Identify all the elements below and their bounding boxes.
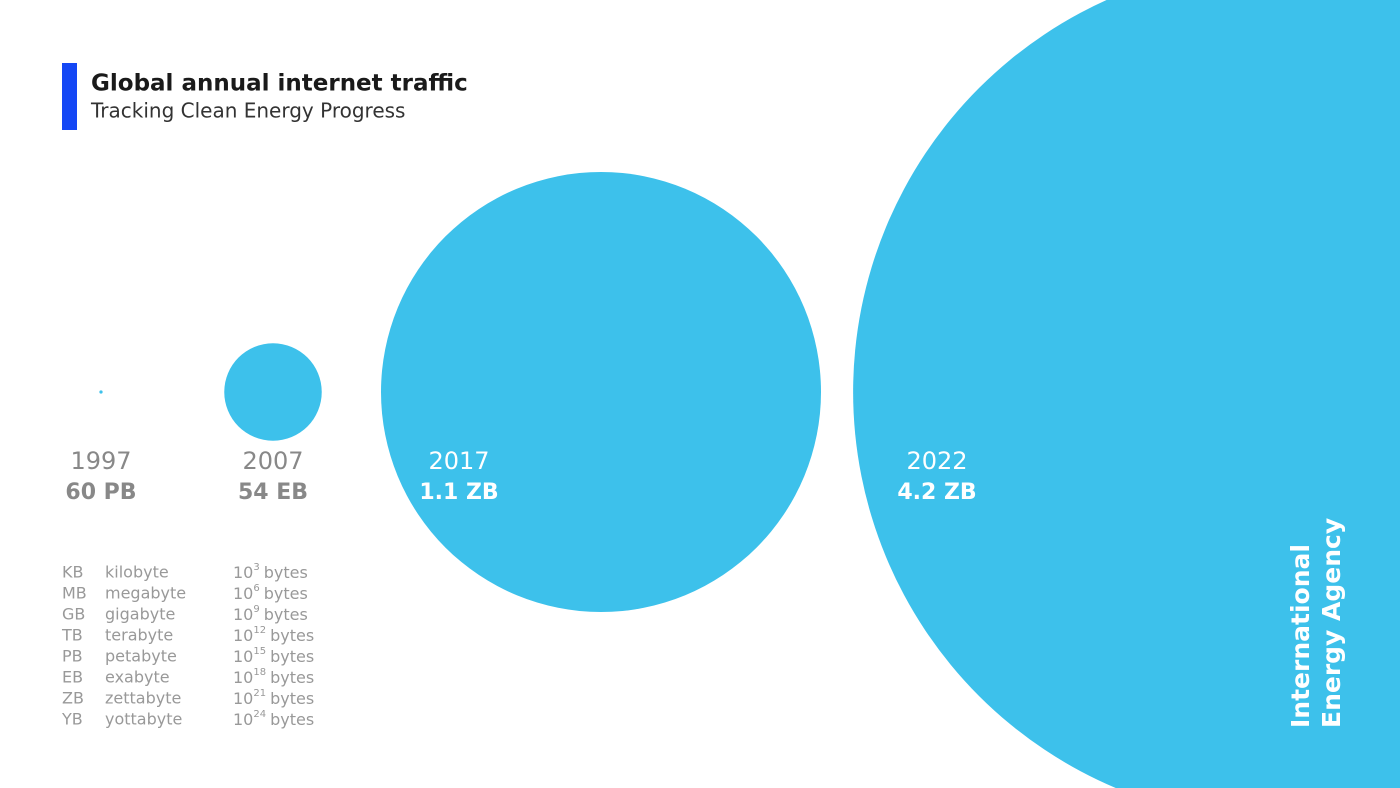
unit-exp: 24	[253, 709, 266, 720]
unit-exp: 21	[253, 688, 266, 699]
unit-base: 10	[233, 647, 253, 666]
unit-name: petabyte	[105, 647, 177, 666]
value-label: 54 EB	[238, 480, 308, 505]
unit-power: 1018 bytes	[233, 667, 314, 687]
unit-base: 10	[233, 563, 253, 582]
unit-name: gigabyte	[105, 605, 175, 624]
unit-base: 10	[233, 626, 253, 645]
unit-exp: 18	[253, 667, 266, 678]
unit-abbr: ZB	[62, 689, 84, 708]
title-accent	[62, 63, 77, 130]
unit-exp: 9	[253, 604, 259, 615]
unit-power: 1012 bytes	[233, 625, 314, 645]
unit-abbr: GB	[62, 605, 85, 624]
bubble	[224, 343, 322, 441]
unit-unit: bytes	[264, 584, 308, 603]
value-label: 60 PB	[65, 480, 136, 505]
unit-name: zettabyte	[105, 689, 181, 708]
unit-power: 1015 bytes	[233, 646, 314, 666]
unit-abbr: YB	[61, 710, 83, 729]
unit-name: terabyte	[105, 626, 173, 645]
unit-name: yottabyte	[105, 710, 182, 729]
bubble	[381, 172, 821, 612]
value-label: 4.2 ZB	[897, 480, 976, 505]
value-label: 1.1 ZB	[419, 480, 498, 505]
unit-name: exabyte	[105, 668, 170, 687]
unit-power: 109 bytes	[233, 604, 308, 624]
unit-unit: bytes	[270, 626, 314, 645]
bubble	[853, 0, 1400, 788]
unit-unit: bytes	[270, 689, 314, 708]
source-line: International	[1286, 544, 1315, 728]
year-label: 2022	[906, 447, 967, 475]
unit-power: 106 bytes	[233, 583, 308, 603]
unit-exp: 6	[253, 583, 259, 594]
year-label: 1997	[70, 447, 131, 475]
year-label: 2017	[428, 447, 489, 475]
labels: 1997 60 PB 2007 54 EB 2017 1.1 ZB 2022 4.2 ZB	[65, 447, 976, 505]
unit-abbr: TB	[61, 626, 83, 645]
unit-unit: bytes	[264, 605, 308, 624]
unit-power: 1021 bytes	[233, 688, 314, 708]
unit-name: megabyte	[105, 584, 186, 603]
unit-exp: 3	[253, 562, 259, 573]
unit-unit: bytes	[270, 647, 314, 666]
unit-abbr: MB	[62, 584, 87, 603]
unit-unit: bytes	[270, 710, 314, 729]
chart-title: Global annual internet traffic	[91, 71, 468, 97]
unit-base: 10	[233, 605, 253, 624]
unit-unit: bytes	[264, 563, 308, 582]
unit-unit: bytes	[270, 668, 314, 687]
unit-exp: 12	[253, 625, 266, 636]
unit-abbr: PB	[62, 647, 83, 666]
bubbles	[99, 0, 1400, 788]
unit-name: kilobyte	[105, 563, 169, 582]
source-line: Energy Agency	[1317, 518, 1346, 728]
source-logo: International Energy Agency	[1286, 518, 1346, 728]
unit-abbr: KB	[62, 563, 83, 582]
unit-abbr: EB	[62, 668, 83, 687]
unit-power: 1024 bytes	[233, 709, 314, 729]
year-label: 2007	[242, 447, 303, 475]
unit-power: 103 bytes	[233, 562, 308, 582]
bubble	[99, 390, 103, 394]
unit-base: 10	[233, 689, 253, 708]
chart-subtitle: Tracking Clean Energy Progress	[90, 99, 405, 123]
unit-exp: 15	[253, 646, 266, 657]
unit-base: 10	[233, 584, 253, 603]
unit-base: 10	[233, 668, 253, 687]
unit-base: 10	[233, 710, 253, 729]
